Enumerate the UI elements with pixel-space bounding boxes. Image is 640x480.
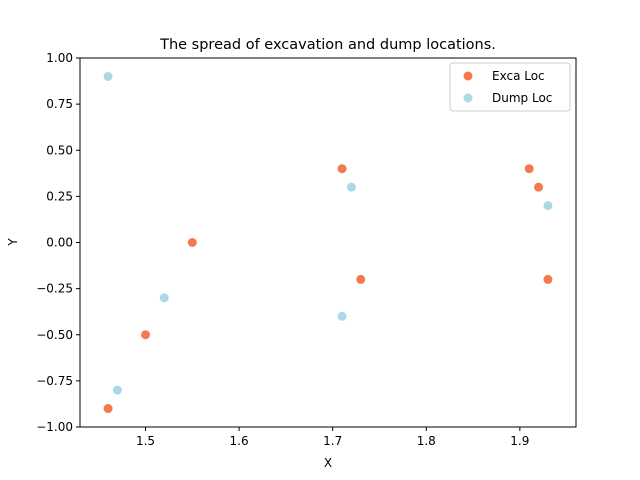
- y-tick-label: −0.25: [36, 282, 73, 296]
- x-tick-label: 1.8: [417, 434, 436, 448]
- y-axis-label: Y: [6, 238, 20, 247]
- plot-frame: [79, 57, 577, 428]
- y-axis: −1.00 −0.75 −0.50 −0.25 0.00 0.25 0.50 0.75 1.00: [36, 51, 80, 434]
- y-tick-label: −1.00: [36, 420, 73, 434]
- exca-loc-point: [356, 274, 366, 284]
- legend-label: Exca Loc: [492, 69, 545, 83]
- exca-loc-point: [337, 164, 347, 174]
- dump-loc-point: [337, 311, 347, 321]
- data-points: [103, 71, 553, 414]
- legend: Exca Loc Dump Loc: [449, 62, 571, 112]
- y-tick-label: −0.75: [36, 374, 73, 388]
- exca-loc-point: [524, 164, 534, 174]
- dump-loc-point: [346, 182, 356, 192]
- dump-loc-point: [543, 201, 553, 211]
- legend-marker: [463, 93, 473, 103]
- legend-box: [449, 62, 571, 112]
- exca-loc-point: [103, 404, 113, 414]
- legend-marker: [463, 71, 473, 81]
- y-tick-label: −0.50: [36, 328, 73, 342]
- y-tick-label: 0.50: [46, 143, 73, 157]
- plot-area: [79, 57, 577, 428]
- x-axis: 1.5 1.6 1.7 1.8 1.9: [136, 427, 529, 448]
- x-tick-label: 1.7: [323, 434, 342, 448]
- x-axis-label: X: [324, 456, 332, 470]
- x-tick-label: 1.9: [510, 434, 529, 448]
- dump-loc-point: [159, 293, 169, 303]
- exca-loc-point: [543, 274, 553, 284]
- x-tick-label: 1.5: [136, 434, 155, 448]
- legend-label: Dump Loc: [492, 91, 552, 105]
- x-tick-label: 1.6: [230, 434, 249, 448]
- exca-loc-point: [187, 238, 197, 247]
- dump-loc-point: [103, 71, 113, 81]
- dump-loc-point: [112, 385, 122, 395]
- y-tick-label: 0.75: [46, 97, 73, 111]
- chart-title: The spread of excavation and dump locati…: [159, 37, 496, 53]
- exca-loc-point: [141, 330, 151, 340]
- y-tick-label: 1.00: [46, 51, 73, 65]
- y-tick-label: 0.25: [46, 189, 73, 203]
- exca-loc-point: [534, 182, 544, 192]
- y-tick-label: 0.00: [46, 236, 73, 250]
